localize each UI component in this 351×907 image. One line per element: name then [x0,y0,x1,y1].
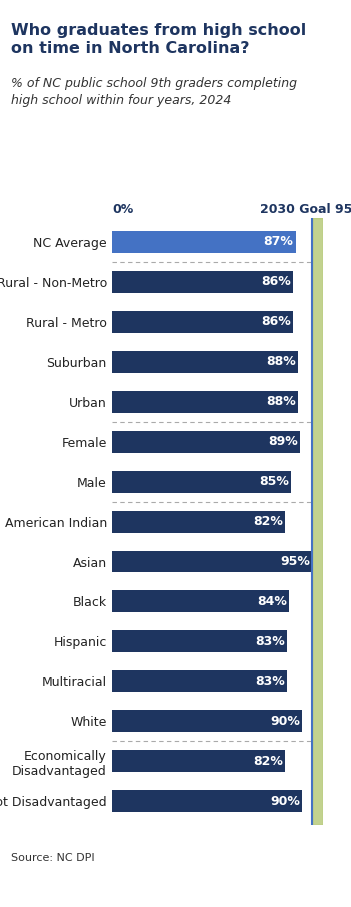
Bar [112,391,298,413]
Bar [112,670,287,692]
Text: Who graduates from high school
on time in North Carolina?: Who graduates from high school on time i… [11,23,306,56]
Text: 90%: 90% [270,715,300,728]
Bar [112,590,289,612]
Bar [112,351,298,373]
Text: 0%: 0% [112,202,134,216]
Text: 88%: 88% [266,395,296,408]
Text: 90%: 90% [270,795,300,808]
Text: 84%: 84% [257,595,287,608]
Bar [112,230,296,253]
Bar [312,218,323,825]
Bar [112,511,285,532]
Bar [112,630,287,652]
Text: 87%: 87% [264,235,293,249]
Text: 82%: 82% [253,755,283,768]
Bar [112,710,302,733]
Text: 85%: 85% [259,475,289,488]
Text: Source: NC DPI: Source: NC DPI [11,853,94,863]
Bar [112,270,293,293]
Text: 88%: 88% [266,356,296,368]
Text: % of NC public school 9th graders completing
high school within four years, 2024: % of NC public school 9th graders comple… [11,77,297,107]
Bar [112,471,291,493]
Bar [112,551,312,572]
Bar [112,750,285,773]
Bar [112,310,293,333]
Text: 82%: 82% [253,515,283,528]
Text: 83%: 83% [255,635,285,648]
Bar [112,790,302,813]
Text: 83%: 83% [255,675,285,688]
Text: 86%: 86% [261,315,291,328]
Text: 95%: 95% [280,555,310,568]
Text: 86%: 86% [261,275,291,288]
Text: 89%: 89% [268,435,298,448]
Text: 2030 Goal 95%: 2030 Goal 95% [260,202,351,216]
Bar [112,431,300,453]
